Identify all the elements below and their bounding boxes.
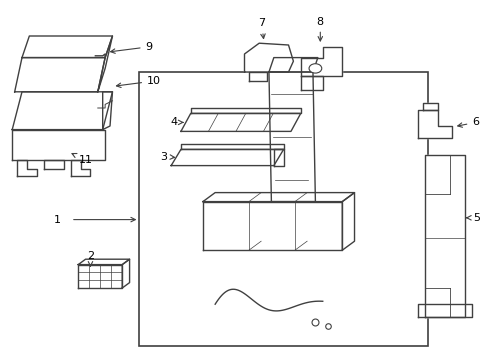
Polygon shape: [273, 149, 283, 166]
Polygon shape: [425, 155, 464, 317]
Polygon shape: [102, 92, 112, 130]
Polygon shape: [78, 259, 129, 265]
Polygon shape: [203, 193, 354, 202]
Text: 7: 7: [258, 18, 264, 39]
Polygon shape: [44, 160, 63, 169]
Text: 3: 3: [160, 152, 174, 162]
Polygon shape: [244, 43, 293, 72]
Text: 11: 11: [72, 153, 92, 165]
Polygon shape: [15, 58, 105, 92]
Text: 9: 9: [110, 42, 152, 53]
Polygon shape: [190, 108, 300, 113]
Text: 6: 6: [457, 117, 478, 127]
Polygon shape: [417, 110, 451, 138]
Text: 4: 4: [170, 117, 183, 127]
Polygon shape: [12, 92, 112, 130]
Text: 8: 8: [316, 17, 323, 41]
Text: 5: 5: [466, 213, 479, 223]
Polygon shape: [417, 304, 471, 317]
Polygon shape: [422, 103, 437, 110]
Polygon shape: [300, 47, 342, 76]
Polygon shape: [342, 193, 354, 250]
Polygon shape: [171, 149, 283, 166]
Polygon shape: [22, 36, 112, 58]
Polygon shape: [98, 36, 112, 92]
Text: 2: 2: [87, 251, 94, 266]
Polygon shape: [122, 259, 129, 288]
Polygon shape: [12, 130, 105, 160]
Polygon shape: [268, 58, 317, 72]
Polygon shape: [203, 202, 342, 250]
Text: 10: 10: [116, 76, 161, 87]
Text: 1: 1: [54, 215, 61, 225]
Polygon shape: [249, 72, 266, 81]
Polygon shape: [181, 113, 300, 131]
Polygon shape: [17, 160, 37, 176]
Bar: [139, 72, 427, 346]
Polygon shape: [268, 72, 315, 202]
Polygon shape: [300, 76, 322, 90]
Circle shape: [308, 64, 321, 73]
Polygon shape: [78, 265, 122, 288]
Polygon shape: [71, 160, 90, 176]
Polygon shape: [181, 144, 283, 149]
